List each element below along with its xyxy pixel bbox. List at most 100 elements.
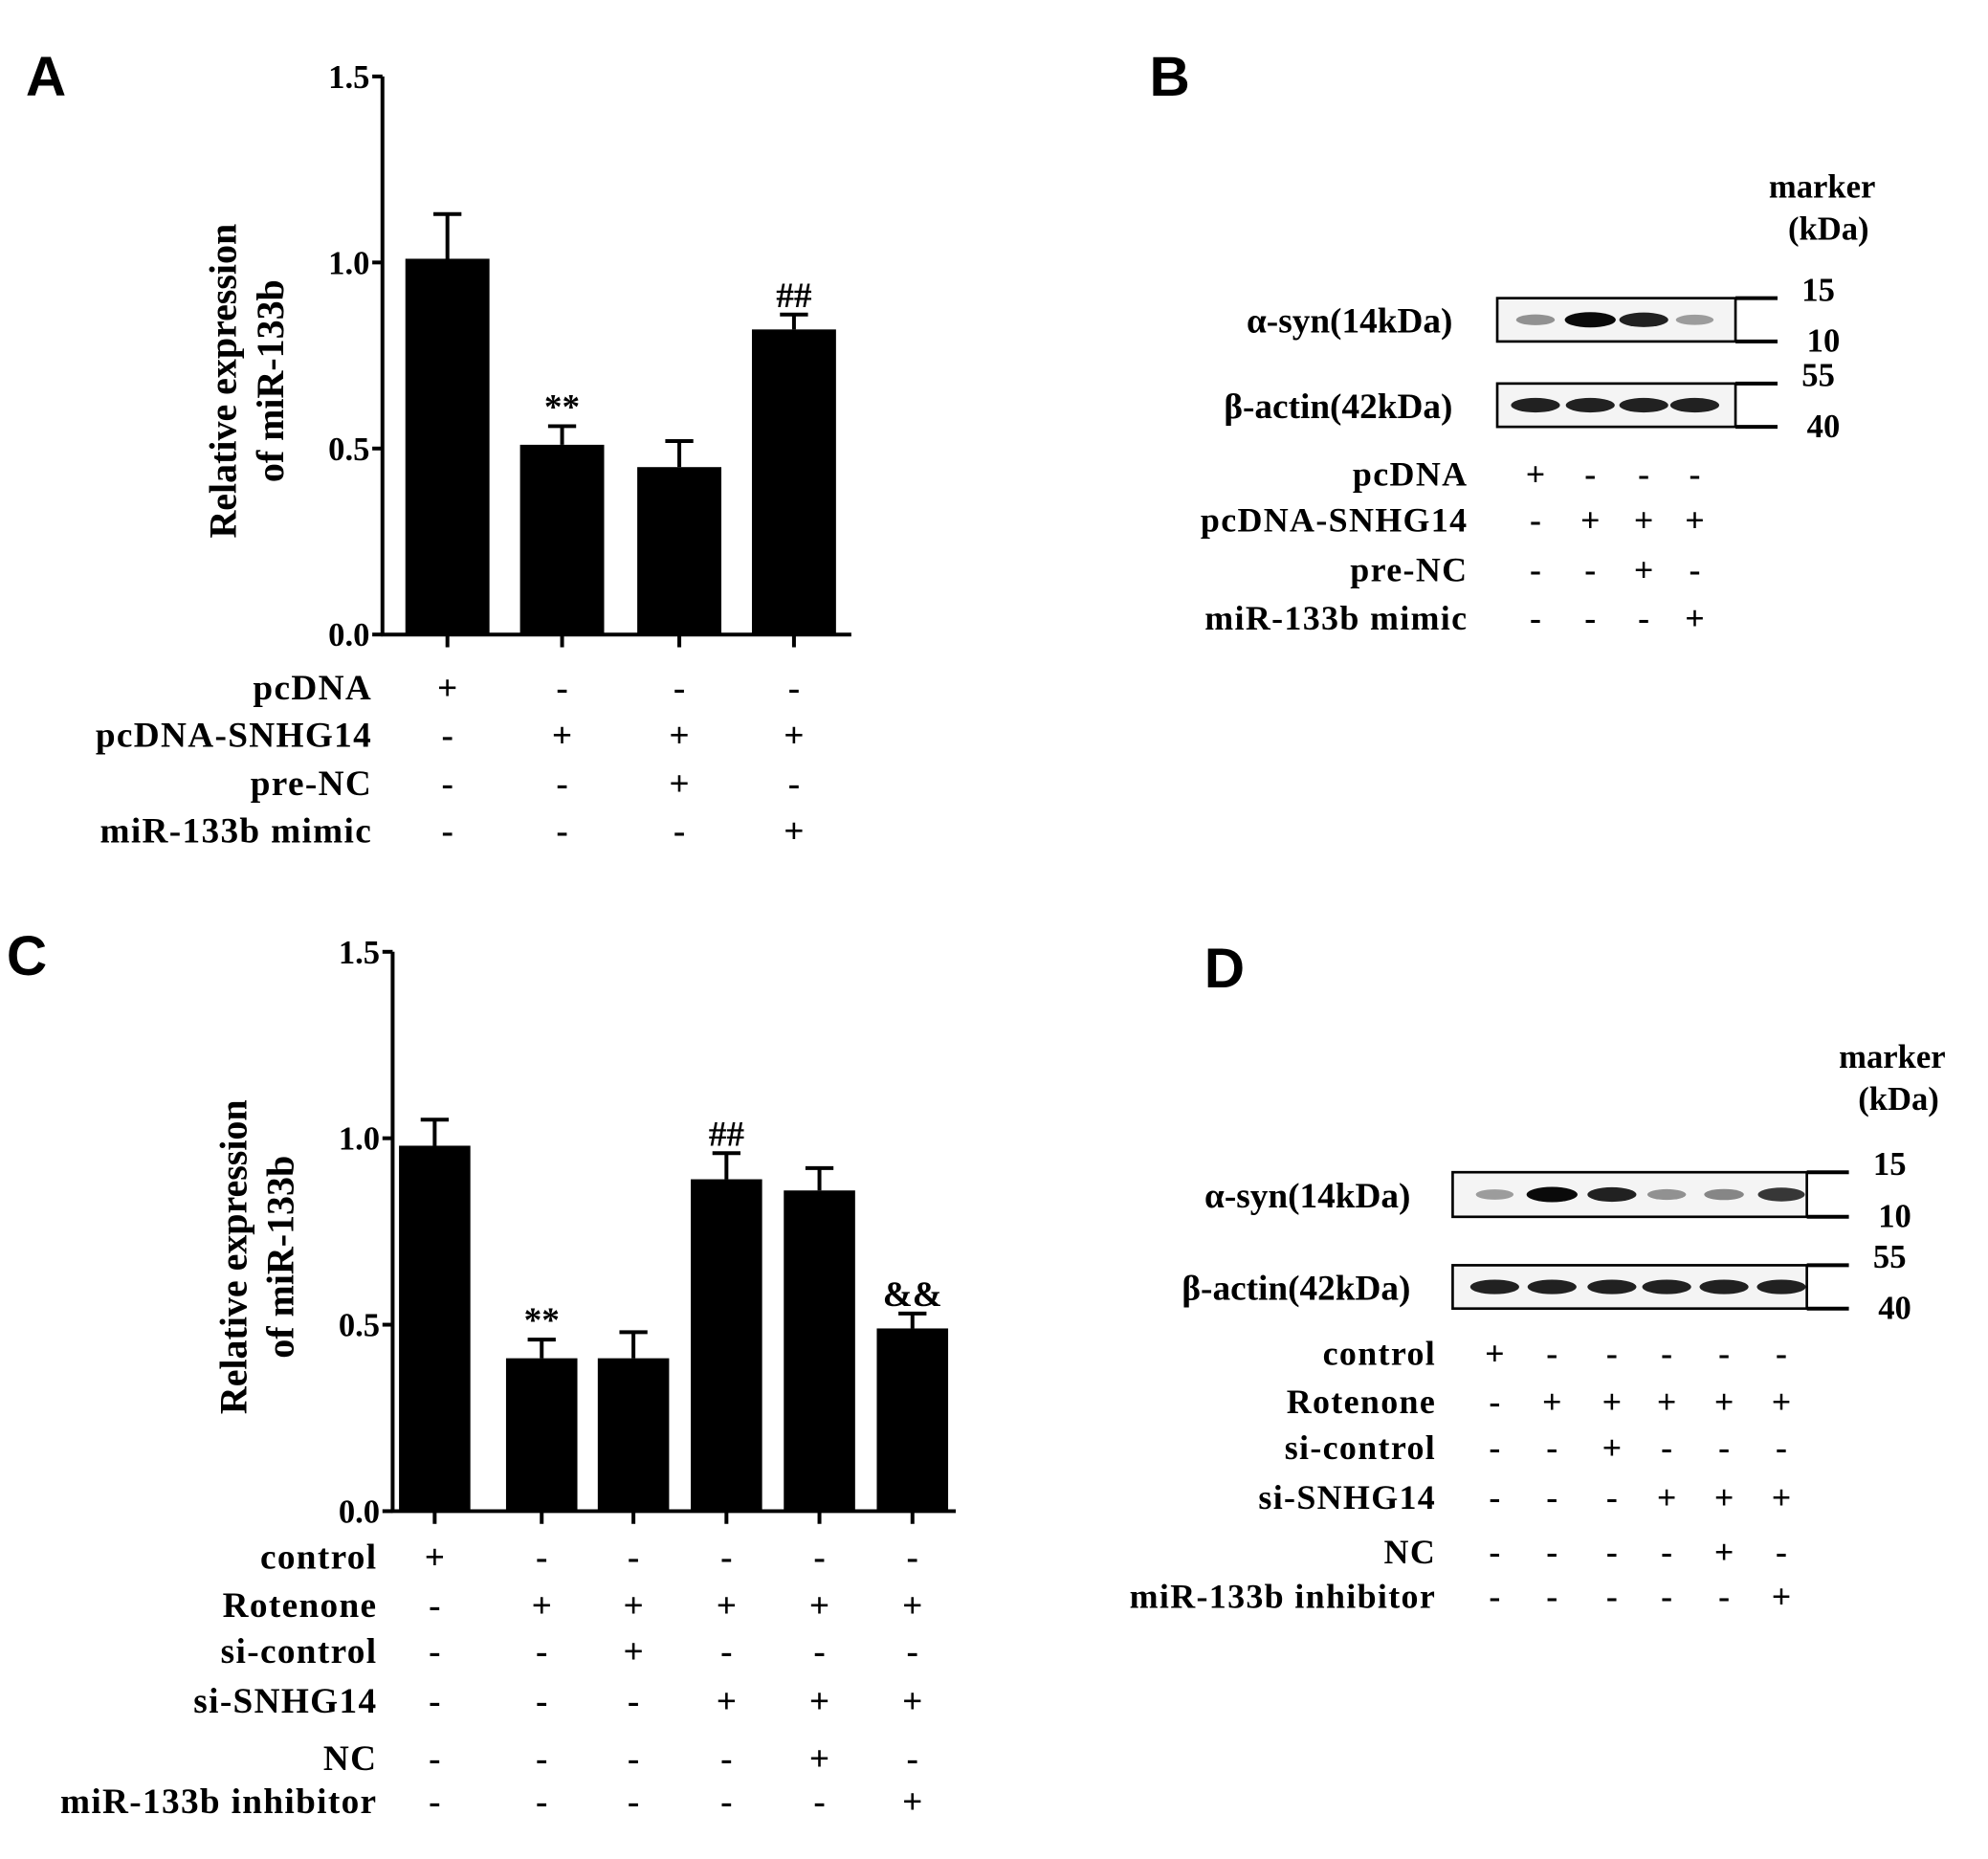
blot-band xyxy=(1565,397,1615,413)
condition-sign: - xyxy=(429,1632,440,1671)
blot-band xyxy=(1699,1279,1749,1295)
condition-sign: - xyxy=(720,1782,732,1822)
blot-band xyxy=(1757,1187,1805,1202)
condition-sign: - xyxy=(628,1782,639,1822)
bar xyxy=(597,1358,670,1512)
condition-sign: - xyxy=(720,1538,732,1577)
condition-sign: - xyxy=(1689,454,1700,493)
marker-title: marker xyxy=(1769,168,1875,205)
y-tick-label: 1.0 xyxy=(339,1121,380,1158)
condition-sign: - xyxy=(788,764,800,804)
condition-label: si-control xyxy=(1285,1428,1436,1467)
condition-sign: - xyxy=(429,1782,440,1822)
condition-sign: + xyxy=(1602,1428,1622,1467)
bar xyxy=(505,1358,578,1512)
condition-sign: - xyxy=(441,811,453,851)
condition-sign: - xyxy=(628,1739,639,1779)
condition-label: control xyxy=(1323,1334,1436,1372)
panel-label-b: B xyxy=(1149,46,1189,108)
condition-sign: - xyxy=(1530,599,1541,637)
condition-sign: + xyxy=(532,1586,552,1626)
marker-unit: (kDa) xyxy=(1788,210,1869,247)
blot-row-label: β-actin(42kDa) xyxy=(1224,387,1452,427)
blot-row-label: α-syn(14kDa) xyxy=(1204,1177,1410,1216)
condition-sign: + xyxy=(623,1632,643,1671)
condition-sign: - xyxy=(907,1632,918,1671)
blot-band xyxy=(1669,397,1720,413)
condition-sign: - xyxy=(1661,1334,1672,1372)
condition-sign: - xyxy=(1606,1578,1618,1616)
condition-sign: - xyxy=(1776,1533,1787,1571)
condition-sign: + xyxy=(784,716,804,755)
condition-sign: + xyxy=(784,811,804,851)
condition-sign: + xyxy=(1685,599,1704,637)
y-axis-label: Relative expression xyxy=(202,224,245,539)
condition-sign: - xyxy=(1638,454,1649,493)
condition-sign: + xyxy=(1772,1478,1791,1516)
condition-label: NC xyxy=(323,1739,378,1779)
condition-sign: - xyxy=(556,669,567,708)
condition-sign: - xyxy=(813,1782,825,1822)
condition-sign: - xyxy=(1546,1428,1557,1467)
condition-label: Rotenone xyxy=(1287,1383,1436,1421)
condition-sign: - xyxy=(556,764,567,804)
marker-value: 10 xyxy=(1807,323,1841,360)
bar xyxy=(784,1190,855,1512)
y-axis-label: of miR-133b xyxy=(249,279,292,482)
y-tick-label: 0.5 xyxy=(339,1308,380,1344)
condition-sign: - xyxy=(720,1739,732,1779)
bar xyxy=(637,467,722,635)
condition-sign: - xyxy=(536,1632,547,1671)
significance-label: ## xyxy=(776,277,812,316)
marker-value: 40 xyxy=(1807,409,1841,445)
marker-value: 55 xyxy=(1873,1239,1907,1275)
condition-sign: - xyxy=(1489,1533,1500,1571)
condition-sign: + xyxy=(425,1538,445,1577)
condition-sign: + xyxy=(809,1682,829,1721)
panel-label-c: C xyxy=(7,925,47,987)
condition-sign: + xyxy=(809,1586,829,1626)
bar-chart-a: 0.0 0.5 1.0 1.5 Relative expression of miR-13… xyxy=(96,59,851,851)
condition-sign: + xyxy=(1657,1383,1676,1421)
condition-sign: - xyxy=(1546,1533,1557,1571)
bar xyxy=(405,258,490,635)
condition-sign: + xyxy=(1714,1533,1734,1571)
bar xyxy=(519,444,605,635)
condition-sign: - xyxy=(628,1538,639,1577)
condition-sign: + xyxy=(552,716,572,755)
condition-label: si-SNHG14 xyxy=(1258,1478,1436,1516)
condition-sign: - xyxy=(907,1739,918,1779)
bar xyxy=(399,1145,471,1512)
condition-sign: - xyxy=(1776,1334,1787,1372)
condition-sign: - xyxy=(441,716,453,755)
significance-label: ## xyxy=(709,1115,745,1154)
condition-label: pcDNA xyxy=(1353,454,1468,493)
condition-sign: - xyxy=(429,1586,440,1626)
condition-label: pcDNA xyxy=(253,669,372,708)
blot-band xyxy=(1587,1279,1637,1295)
blot-row-label: β-actin(42kDa) xyxy=(1182,1269,1410,1308)
y-tick-label: 0.5 xyxy=(328,432,369,468)
panel-label-d: D xyxy=(1204,938,1245,1000)
western-blot-d: marker (kDa) α-syn(14kDa) 15 10 β-actin(42kDa… xyxy=(1130,1039,1946,1616)
condition-sign: - xyxy=(556,811,567,851)
bar xyxy=(751,329,836,635)
condition-sign: + xyxy=(809,1739,829,1779)
condition-sign: - xyxy=(674,669,685,708)
blot-band xyxy=(1619,397,1668,413)
y-axis-label: of miR-133b xyxy=(259,1156,302,1359)
condition-sign: - xyxy=(1530,500,1541,539)
condition-sign: - xyxy=(536,1538,547,1577)
condition-sign: - xyxy=(1584,454,1596,493)
blot-band xyxy=(1526,1186,1578,1203)
bar-chart-c: 0.0 0.5 1.0 1.5 Relative expression of miR-13… xyxy=(60,935,957,1822)
condition-sign: + xyxy=(902,1586,922,1626)
blot-band xyxy=(1675,314,1714,325)
y-tick-label: 1.5 xyxy=(339,935,380,971)
condition-label: miR-133b inhibitor xyxy=(60,1782,377,1822)
significance-label: ** xyxy=(544,387,580,427)
condition-sign: - xyxy=(813,1538,825,1577)
condition-label: miR-133b inhibitor xyxy=(1130,1578,1437,1616)
condition-sign: + xyxy=(902,1782,922,1822)
